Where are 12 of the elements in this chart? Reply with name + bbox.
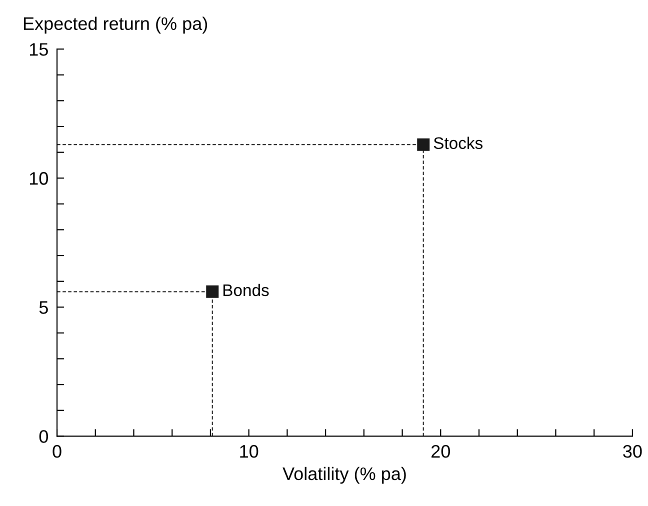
y-axis-title: Expected return (% pa) <box>24 16 208 34</box>
x-axis-title: Volatility (% pa) <box>282 466 406 484</box>
y-tick-label: 15 <box>30 43 48 56</box>
y-tick-label: 5 <box>39 301 48 314</box>
x-tick-label: 20 <box>432 444 450 458</box>
series-label: Stocks <box>434 136 483 150</box>
x-tick-label: 0 <box>52 444 62 458</box>
x-tick-label: 30 <box>623 444 642 458</box>
y-tick-label: 0 <box>39 430 48 443</box>
series-label: Bonds <box>223 284 269 296</box>
y-tick-label: 10 <box>30 172 48 185</box>
x-tick-label: 10 <box>240 444 258 458</box>
